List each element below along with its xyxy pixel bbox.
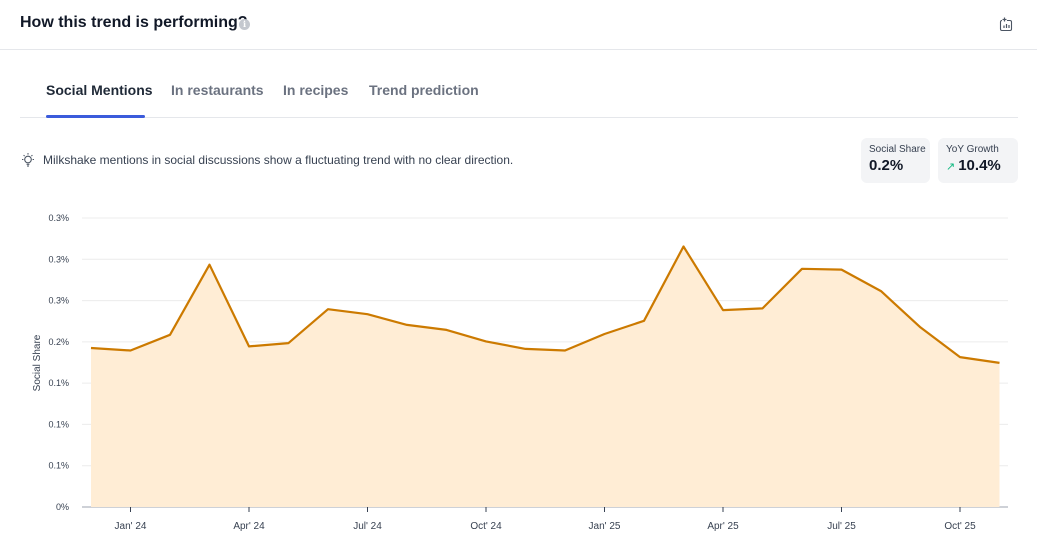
card-header: How this trend is performing? i bbox=[0, 0, 1037, 50]
x-axis-ticks: Jan' 24 Apr' 24 Jul' 24 Oct' 24 Jan' 25 Apr' … bbox=[115, 507, 976, 532]
y-tick-label: 0.1% bbox=[48, 461, 69, 471]
x-tick-label: Jul' 24 bbox=[353, 521, 382, 532]
yoy-growth-row: ↗ 10.4% bbox=[946, 157, 1010, 174]
series-line bbox=[90, 245, 1000, 364]
tab-in-restaurants[interactable]: In restaurants bbox=[171, 82, 264, 98]
x-tick-label: Oct' 25 bbox=[944, 521, 976, 532]
y-tick-label: 0.1% bbox=[48, 419, 69, 429]
tab-social-mentions[interactable]: Social Mentions bbox=[46, 82, 153, 98]
chart-export-icon[interactable] bbox=[998, 16, 1014, 32]
y-tick-label: 0.3% bbox=[48, 254, 69, 264]
tab-bar: Social Mentions In restaurants In recipe… bbox=[20, 70, 1018, 118]
x-tick-label: Apr' 25 bbox=[707, 521, 739, 532]
yoy-growth-stat: YoY Growth ↗ 10.4% bbox=[938, 138, 1018, 183]
social-share-label: Social Share bbox=[869, 144, 926, 155]
y-tick-label: 0.1% bbox=[48, 378, 69, 388]
social-share-area-chart: 0% 0.1% 0.1% 0.1% 0.2% 0.3% 0.3% 0.3% Jan' 24 Ap… bbox=[32, 213, 1008, 532]
y-tick-label: 0.3% bbox=[48, 213, 69, 223]
insight-row: Milkshake mentions in social discussions… bbox=[20, 150, 513, 170]
x-tick-label: Oct' 24 bbox=[470, 521, 502, 532]
yoy-growth-label: YoY Growth bbox=[946, 144, 999, 155]
x-tick-label: Apr' 24 bbox=[233, 521, 265, 532]
social-share-value: 0.2% bbox=[869, 157, 904, 174]
series-area bbox=[91, 246, 1000, 507]
y-tick-label: 0.2% bbox=[48, 337, 69, 347]
lightbulb-icon bbox=[22, 153, 34, 167]
x-tick-label: Jan' 24 bbox=[115, 521, 147, 532]
info-icon[interactable]: i bbox=[239, 19, 250, 30]
insight-text: Milkshake mentions in social discussions… bbox=[43, 153, 514, 167]
trend-up-icon: ↗ bbox=[946, 161, 956, 173]
active-tab-indicator bbox=[46, 115, 145, 118]
yoy-growth-value: 10.4% bbox=[958, 157, 1001, 174]
tab-trend-prediction[interactable]: Trend prediction bbox=[369, 82, 479, 98]
social-share-stat: Social Share 0.2% bbox=[861, 138, 930, 183]
y-axis-ticks: 0% 0.1% 0.1% 0.1% 0.2% 0.3% 0.3% 0.3% bbox=[48, 213, 69, 512]
x-tick-label: Jan' 25 bbox=[589, 521, 621, 532]
card-title: How this trend is performing? bbox=[20, 14, 248, 31]
y-tick-label: 0% bbox=[56, 502, 69, 512]
x-tick-label: Jul' 25 bbox=[827, 521, 856, 532]
y-tick-label: 0.3% bbox=[48, 296, 69, 306]
tab-in-recipes[interactable]: In recipes bbox=[283, 82, 349, 98]
y-axis-label: Social Share bbox=[32, 334, 43, 391]
